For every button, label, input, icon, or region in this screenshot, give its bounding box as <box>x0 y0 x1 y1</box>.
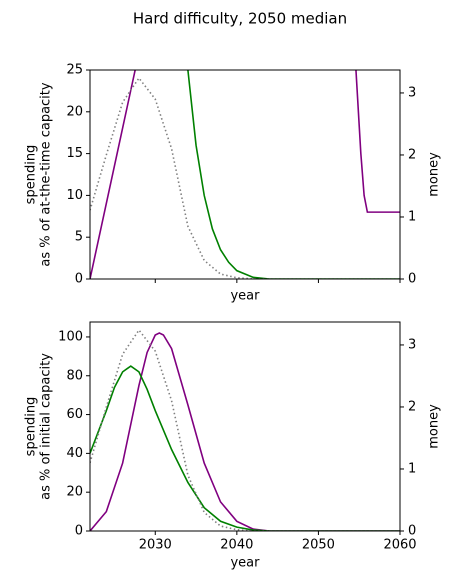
figure-title: Hard difficulty, 2050 median <box>133 10 347 28</box>
x-tick-label: 2030 <box>139 538 172 553</box>
x-tick-label: 2050 <box>302 538 335 553</box>
y-tick-label: 100 <box>58 329 83 344</box>
x-axis-label: year <box>230 556 260 571</box>
y-axis-label: as % of initial capacity <box>39 353 54 500</box>
y-tick-label: 5 <box>75 230 83 245</box>
y2-tick-label: 0 <box>408 272 416 287</box>
y2-tick-label: 1 <box>408 209 416 224</box>
series-line <box>187 70 400 279</box>
y-axis-label: spending <box>24 145 39 205</box>
y-tick-label: 10 <box>66 188 83 203</box>
y2-tick-label: 2 <box>408 399 416 414</box>
series-line <box>90 76 400 279</box>
y-axis-label: as % of at-the-time capacity <box>39 82 54 266</box>
y2-tick-label: 2 <box>408 147 416 162</box>
y-tick-label: 40 <box>66 446 83 461</box>
y2-axis-label: money <box>427 152 442 197</box>
axes-frame <box>89 321 401 532</box>
y-tick-label: 80 <box>66 368 83 383</box>
y-tick-label: 60 <box>66 407 83 422</box>
y-tick-label: 0 <box>75 272 83 287</box>
y2-tick-label: 3 <box>408 337 416 352</box>
y-tick-label: 20 <box>66 104 83 119</box>
series-line <box>90 70 400 279</box>
series-line <box>90 332 400 531</box>
series-line <box>90 328 400 531</box>
x-tick-label: 2060 <box>383 538 416 553</box>
y2-tick-label: 0 <box>408 524 416 539</box>
plot-area <box>90 328 400 531</box>
y-tick-label: 20 <box>66 485 83 500</box>
y-tick-label: 25 <box>66 63 83 78</box>
y2-tick-label: 3 <box>408 85 416 100</box>
y-tick-label: 15 <box>66 146 83 161</box>
y-axis-label: spending <box>24 397 39 457</box>
x-tick-label: 2040 <box>220 538 253 553</box>
axes-frame <box>89 69 401 280</box>
y-tick-label: 0 <box>75 524 83 539</box>
y2-axis-label: money <box>427 404 442 449</box>
series-line <box>90 365 400 531</box>
y2-tick-label: 1 <box>408 461 416 476</box>
x-axis-label: year <box>230 289 260 304</box>
plot-area <box>90 70 400 279</box>
